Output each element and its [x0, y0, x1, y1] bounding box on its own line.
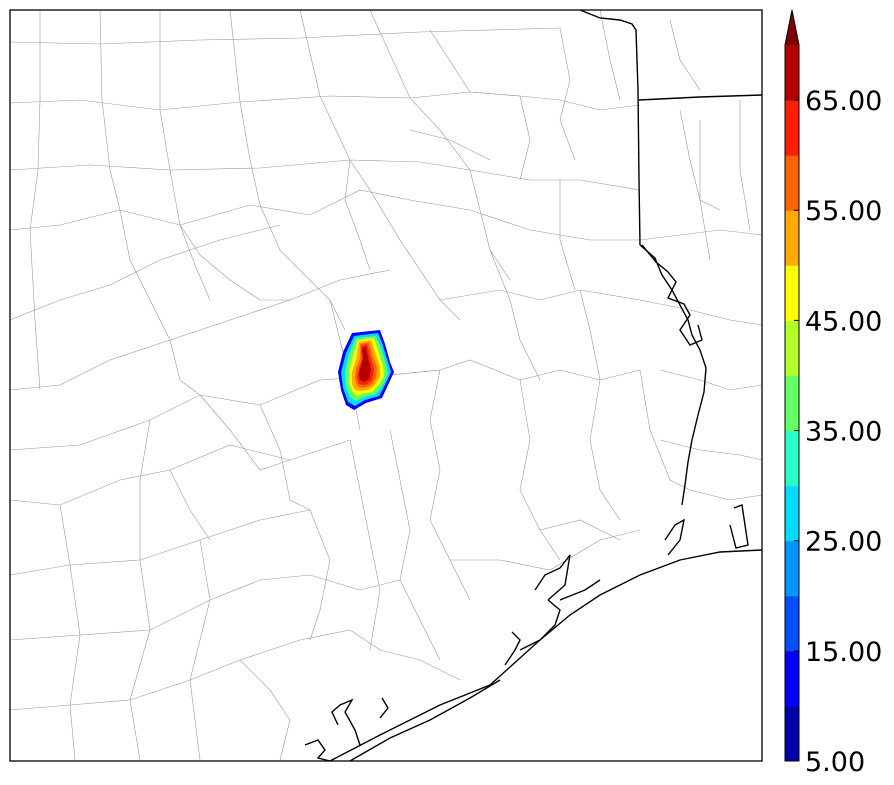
- colorbar-tick-label: 65.00: [805, 86, 882, 117]
- colorbar-segment: [785, 650, 799, 707]
- colorbar-tick-label: 35.00: [805, 417, 882, 448]
- colorbar-segment: [785, 265, 799, 321]
- colorbar-segment: [785, 210, 799, 266]
- colorbar-tick-label: 25.00: [805, 527, 882, 558]
- colorbar: 5.00 15.00 25.00 35.00 45.00 55.00 65.00: [784, 9, 882, 778]
- map-frame: [9, 9, 763, 762]
- colorbar-segment: [785, 540, 799, 597]
- reflectivity-cell: [338, 330, 394, 410]
- coastline: [304, 244, 762, 761]
- colorbar-segment: [785, 155, 799, 211]
- colorbar-segment: [785, 100, 799, 156]
- colorbar-tick-label: 45.00: [805, 306, 882, 337]
- colorbar-segment: [785, 705, 799, 762]
- colorbar-segment: [785, 375, 799, 432]
- colorbar-segment: [785, 595, 799, 652]
- colorbar-segment: [785, 485, 799, 542]
- colorbar-tick-label: 5.00: [805, 747, 865, 778]
- colorbar-segment: [785, 430, 799, 487]
- colorbar-tick-label: 55.00: [805, 196, 882, 227]
- county-boundaries: [10, 10, 762, 761]
- colorbar-segment: [785, 45, 799, 101]
- colorbar-segment: [785, 320, 799, 376]
- colorbar-tick-label: 15.00: [805, 637, 882, 668]
- state-boundaries: [579, 10, 762, 506]
- map-layers: [10, 10, 762, 761]
- colorbar-extend-arrow: [785, 10, 799, 45]
